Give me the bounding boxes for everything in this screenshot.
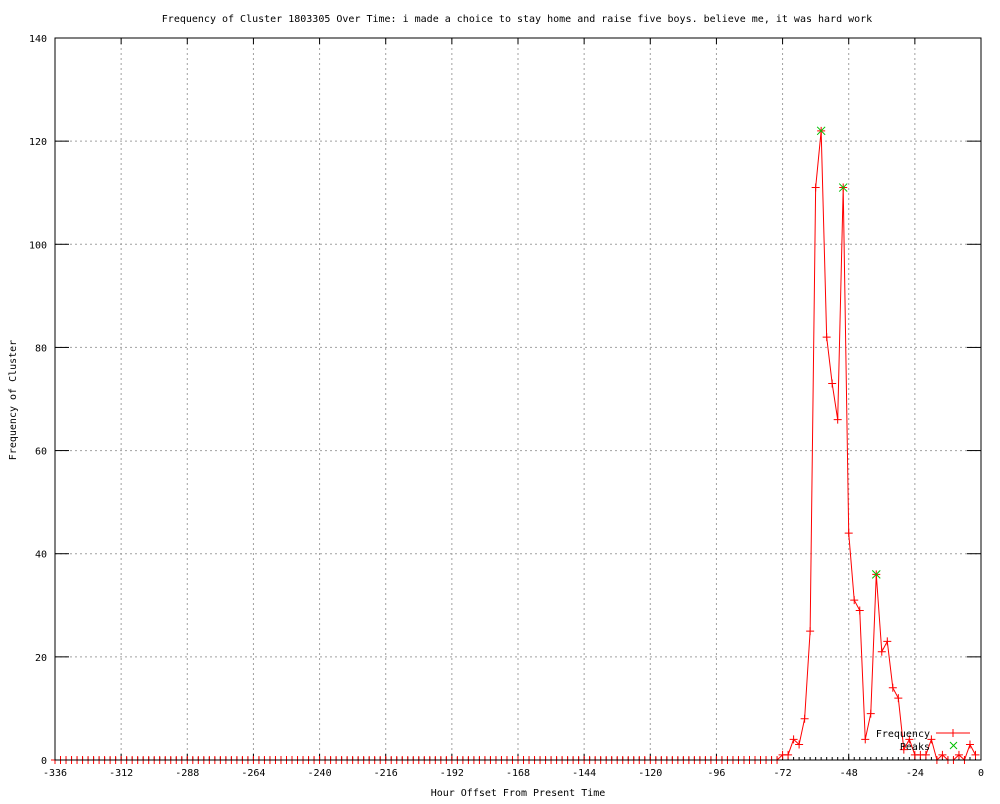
frequency-point (921, 750, 930, 759)
legend-label-frequency: Frequency (876, 729, 930, 740)
x-tick-label: -216 (374, 768, 398, 779)
y-tick-label: 20 (35, 653, 47, 664)
x-tick-label: -72 (774, 768, 792, 779)
frequency-point (866, 709, 875, 718)
frequency-point (861, 735, 870, 744)
frequency-point (811, 183, 820, 192)
x-tick-label: -168 (506, 768, 530, 779)
frequency-line (55, 130, 976, 761)
legend-label-peaks: Peaks (900, 742, 930, 753)
frequency-point (789, 735, 798, 744)
frequency-point (965, 740, 974, 749)
x-tick-label: -264 (241, 768, 265, 779)
x-tick-label: -144 (572, 768, 596, 779)
peak-point (871, 569, 881, 579)
y-tick-label: 100 (29, 240, 47, 251)
x-tick-label: -192 (440, 768, 464, 779)
frequency-point (954, 750, 963, 759)
frequency-point (855, 606, 864, 615)
peak-point (816, 126, 826, 136)
x-tick-label: -96 (707, 768, 725, 779)
legend-marker-peaks (949, 741, 958, 750)
y-tick-label: 80 (35, 343, 47, 354)
frequency-point (795, 740, 804, 749)
grid (55, 38, 981, 760)
peak-point (838, 183, 848, 192)
frequency-point (822, 333, 831, 342)
frequency-point (899, 745, 908, 754)
x-axis-label: Hour Offset From Present Time (431, 788, 606, 799)
frequency-point (938, 750, 947, 759)
x-tick-label: -336 (43, 768, 67, 779)
x-tick-label: -120 (638, 768, 662, 779)
y-tick-label: 140 (29, 34, 47, 45)
plot-border (54, 37, 982, 761)
frequency-point (784, 750, 793, 759)
frequency-point (905, 735, 914, 744)
y-tick-label: 60 (35, 447, 47, 458)
plot-series (51, 126, 980, 764)
x-tick-label: -288 (175, 768, 199, 779)
y-tick-label: 0 (41, 756, 47, 767)
x-tick-label: 0 (978, 768, 984, 779)
chart-title: Frequency of Cluster 1803305 Over Time: … (162, 14, 872, 25)
y-axis-label: Frequency of Cluster (8, 340, 19, 460)
frequency-point (877, 647, 886, 656)
frequency-point (833, 415, 842, 424)
axis-ticks: -336 -312 -288 -264 -240 -216 -192 -168 -144 -120… (29, 34, 984, 779)
x-tick-label: -312 (109, 768, 133, 779)
frequency-point (800, 714, 809, 723)
frequency-point (828, 379, 837, 388)
frequency-point (806, 627, 815, 636)
y-tick-label: 40 (35, 550, 47, 561)
frequency-point (971, 750, 980, 759)
frequency-point (850, 596, 859, 605)
y-tick-label: 120 (29, 137, 47, 148)
legend-marker-frequency (949, 729, 957, 737)
frequency-point (894, 694, 903, 703)
frequency-point (844, 529, 853, 538)
x-tick-label: -48 (840, 768, 858, 779)
frequency-point (888, 683, 897, 692)
frequency-point (927, 735, 936, 744)
legend: Frequency Peaks (876, 729, 970, 753)
frequency-point (883, 637, 892, 646)
x-tick-label: -240 (308, 768, 332, 779)
x-tick-label: -24 (906, 768, 924, 779)
